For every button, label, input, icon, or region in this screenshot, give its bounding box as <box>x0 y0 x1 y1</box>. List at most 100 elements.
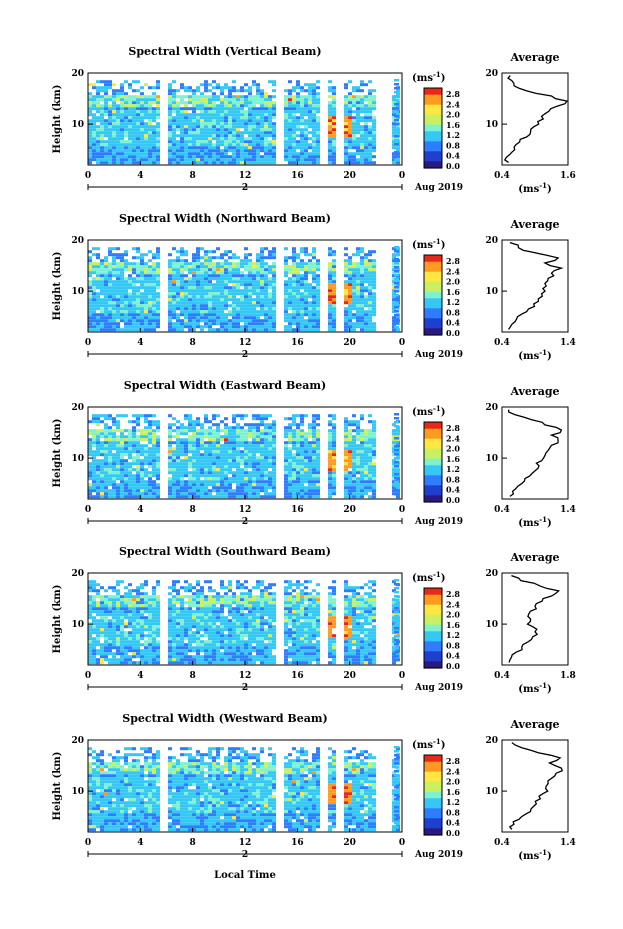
heatmap-cell <box>312 107 316 111</box>
heatmap-cell <box>312 289 316 293</box>
heatmap-cell <box>180 322 184 326</box>
heatmap-cell <box>244 486 248 490</box>
heatmap-cell <box>152 271 156 275</box>
heatmap-cell <box>292 495 296 499</box>
heatmap-cell <box>108 429 112 433</box>
heatmap-cell <box>248 274 252 278</box>
heatmap-cell <box>312 465 316 469</box>
heatmap-cell <box>92 462 96 466</box>
heatmap-cell <box>372 474 376 478</box>
heatmap-cell <box>204 310 208 314</box>
heatmap-cell <box>148 107 152 111</box>
heatmap-cell <box>240 474 244 478</box>
heatmap-cell <box>176 471 180 475</box>
heatmap-cell <box>236 432 240 436</box>
heatmap-cell <box>240 435 244 439</box>
heatmap-cell <box>96 161 100 165</box>
heatmap-cell <box>360 483 364 487</box>
heatmap-cell <box>236 256 240 260</box>
heatmap-cell <box>296 152 300 156</box>
heatmap-cell <box>260 98 264 102</box>
heatmap-cell <box>272 122 276 126</box>
heatmap-cell <box>136 98 140 102</box>
heatmap-cell <box>312 298 316 302</box>
heatmap-cell <box>192 456 196 460</box>
heatmap-cell <box>192 262 196 266</box>
heatmap-cell <box>120 104 124 108</box>
heatmap-cell <box>260 265 264 269</box>
heatmap-cell <box>312 414 316 418</box>
heatmap-cell <box>372 456 376 460</box>
heatmap-cell <box>180 465 184 469</box>
heatmap-cell <box>200 423 204 427</box>
heatmap-cell <box>364 459 368 463</box>
heatmap-cell <box>124 438 128 442</box>
heatmap-cell <box>152 492 156 496</box>
heatmap-cell <box>224 322 228 326</box>
heatmap-cell <box>360 146 364 150</box>
heatmap-cell <box>188 134 192 138</box>
heatmap-cell <box>112 83 116 87</box>
heatmap-cell <box>192 313 196 317</box>
heatmap-cell <box>232 289 236 293</box>
heatmap-cell <box>244 477 248 481</box>
heatmap-cell <box>172 104 176 108</box>
heatmap-cell <box>268 283 272 287</box>
heatmap-cell <box>104 119 108 123</box>
heatmap-cell <box>152 319 156 323</box>
heatmap-cell <box>316 492 320 496</box>
heatmap-cell <box>328 328 332 332</box>
heatmap-cell <box>316 432 320 436</box>
heatmap-cell <box>328 262 332 266</box>
heatmap-cell <box>92 155 96 159</box>
heatmap-cell <box>192 152 196 156</box>
heatmap-cell <box>232 471 236 475</box>
side-strip-cell <box>394 83 399 86</box>
heatmap-cell <box>216 128 220 132</box>
heatmap-cell <box>228 137 232 141</box>
heatmap-cell <box>188 313 192 317</box>
heatmap-cell <box>100 298 104 302</box>
heatmap-cell <box>228 101 232 105</box>
heatmap-cell <box>352 322 356 326</box>
heatmap-cell <box>180 441 184 445</box>
heatmap-cell <box>296 480 300 484</box>
heatmap-cell <box>344 259 348 263</box>
heatmap-cell <box>220 89 224 93</box>
heatmap-cell <box>348 459 352 463</box>
heatmap-cell <box>328 301 332 305</box>
heatmap-cell <box>156 131 160 135</box>
heatmap-cell <box>124 146 128 150</box>
heatmap-cell <box>200 256 204 260</box>
heatmap-cell <box>228 155 232 159</box>
heatmap-cell <box>312 146 316 150</box>
heatmap-cell <box>248 101 252 105</box>
heatmap-cell <box>372 292 376 296</box>
heatmap-cell <box>152 286 156 290</box>
heatmap-cell <box>304 298 308 302</box>
heatmap-cell <box>216 98 220 102</box>
heatmap-cell <box>152 110 156 114</box>
heatmap-cell <box>292 152 296 156</box>
heatmap-cell <box>196 271 200 275</box>
heatmap-cell <box>260 286 264 290</box>
heatmap-cell <box>364 274 368 278</box>
heatmap-cell <box>180 107 184 111</box>
heatmap-cell <box>188 155 192 159</box>
heatmap-cell <box>168 441 172 445</box>
heatmap-cell <box>244 283 248 287</box>
heatmap-cell <box>348 310 352 314</box>
heatmap-cell <box>168 301 172 305</box>
heatmap-cell <box>392 295 396 299</box>
heatmap-cell <box>224 146 228 150</box>
heatmap-cell <box>328 134 332 138</box>
heatmap-cell <box>104 104 108 108</box>
heatmap-cell <box>368 283 372 287</box>
heatmap-cell <box>132 137 136 141</box>
heatmap-cell <box>352 128 356 132</box>
heatmap-cell <box>144 298 148 302</box>
heatmap-cell <box>308 301 312 305</box>
heatmap-cell <box>200 462 204 466</box>
heatmap-cell <box>196 432 200 436</box>
heatmap-cell <box>104 462 108 466</box>
